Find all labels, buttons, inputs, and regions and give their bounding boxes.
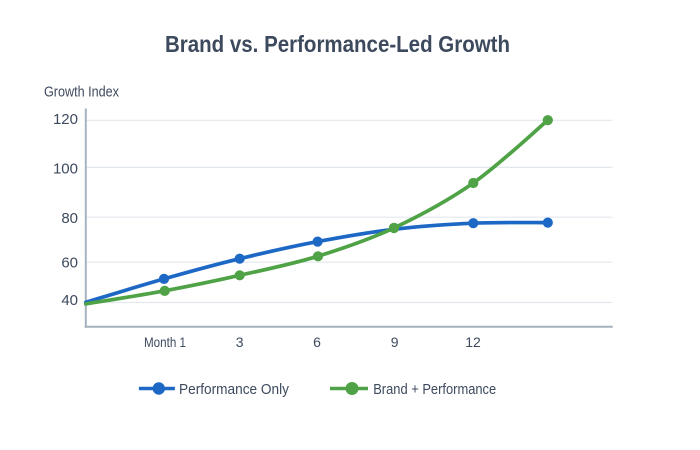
svg-text:100: 100 [53,161,78,178]
svg-text:Brand vs. Performance-Led Grow: Brand vs. Performance-Led Growth [165,31,510,57]
svg-text:120: 120 [53,111,78,128]
svg-text:3: 3 [236,334,244,350]
svg-text:Brand + Performance: Brand + Performance [373,381,496,398]
svg-text:Growth Index: Growth Index [44,84,119,101]
svg-text:9: 9 [391,334,399,350]
svg-text:Month 1: Month 1 [144,334,186,350]
svg-text:80: 80 [61,210,78,227]
svg-text:12: 12 [465,334,481,350]
svg-text:60: 60 [61,255,78,272]
svg-text:6: 6 [313,334,321,350]
svg-text:40: 40 [61,292,78,309]
svg-text:Performance Only: Performance Only [179,381,289,398]
